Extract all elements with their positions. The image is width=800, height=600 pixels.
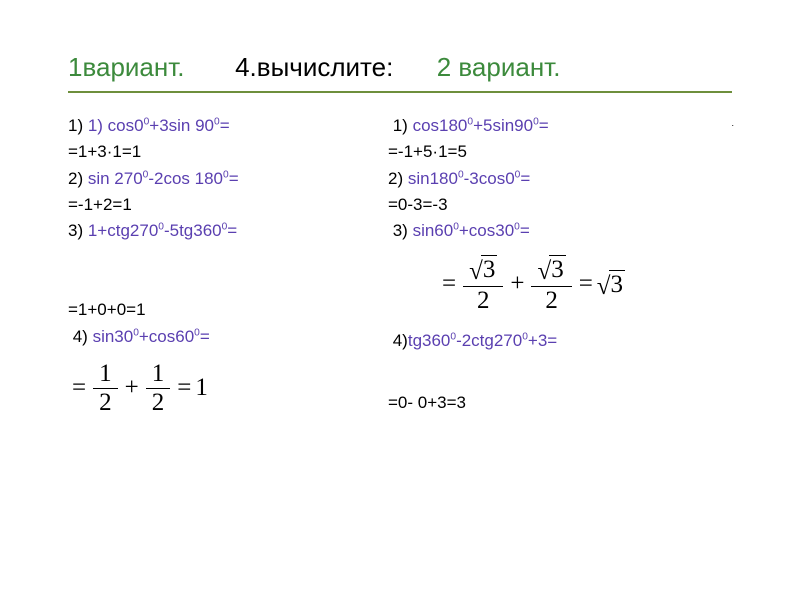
- v1-problem1: 1) 1) cos00+3sin 900=: [68, 113, 388, 139]
- fraction-2: 1 2: [146, 360, 171, 416]
- frac1-den: 2: [93, 389, 118, 417]
- v1-problem2: 2) sin 2700-2cos 1800=: [68, 166, 388, 192]
- frac1-num: 1: [93, 360, 118, 389]
- title-middle: 4.вычислите:: [235, 52, 393, 82]
- sqrt-val-2: 3: [549, 255, 566, 285]
- v1-problem3: 3) 1+ctg2700-5tg3600=: [68, 218, 388, 244]
- frac-r2-num: √3: [531, 255, 571, 287]
- title-row: 1вариант. 4.вычислите: 2 вариант.: [68, 52, 732, 83]
- plus-sign-r: +: [510, 265, 524, 304]
- sqrt-result-val: 3: [609, 270, 626, 300]
- frac2-den: 2: [146, 389, 171, 417]
- eq-sign-r1: =: [442, 265, 456, 304]
- plus-sign: +: [125, 369, 139, 408]
- title-variant1: 1вариант.: [68, 52, 185, 82]
- eq-sign-r2: =: [579, 265, 593, 304]
- slide-content: 1вариант. 4.вычислите: 2 вариант. . 1) 1…: [0, 0, 800, 470]
- frac-r1-den: 2: [471, 287, 496, 315]
- sqrt-result: √3: [597, 270, 625, 300]
- v1-p1-part2: +3sin 90: [149, 116, 214, 135]
- title-underline: [68, 91, 732, 93]
- v2-problem1: 1) cos1800+5sin900=: [388, 113, 732, 139]
- frac-r1-num: √3: [463, 255, 503, 287]
- v2-problem4: 4)tg3600-2ctg2700+3=: [388, 328, 732, 354]
- v2-problem2-result: =0-3=-3: [388, 192, 732, 218]
- v1-problem1-result: =1+3·1=1: [68, 139, 388, 165]
- v1-p1-part1: 1) cos0: [88, 116, 144, 135]
- v2-problem3: 3) sin600+cos300=: [388, 218, 732, 244]
- v1-p1-eq: =: [220, 116, 230, 135]
- fraction-r2: √3 2: [531, 255, 571, 315]
- fraction-r1: √3 2: [463, 255, 503, 315]
- fraction-1: 1 2: [93, 360, 118, 416]
- stray-dot: .: [731, 118, 734, 128]
- v2-problem2: 2) sin1800-3cos00=: [388, 166, 732, 192]
- column-variant2: 1) cos1800+5sin900= =-1+5·1=5 2) sin1800…: [388, 113, 732, 430]
- formula-left-result: 1: [195, 369, 208, 408]
- v1-problem2-result: =-1+2=1: [68, 192, 388, 218]
- title-variant2: 2 вариант.: [437, 52, 561, 82]
- frac-r2-den: 2: [539, 287, 564, 315]
- column-variant1: 1) 1) cos00+3sin 900= =1+3·1=1 2) sin 27…: [68, 113, 388, 430]
- v1-problem4: 4) sin300+cos600=: [68, 324, 388, 350]
- v2-formula: = √3 2 + √3 2 = √3: [438, 255, 732, 315]
- columns: 1) 1) cos00+3sin 900= =1+3·1=1 2) sin 27…: [68, 113, 732, 430]
- v1-formula: = 1 2 + 1 2 = 1: [68, 360, 388, 416]
- v2-problem4-result: =0- 0+3=3: [388, 390, 732, 416]
- sqrt-val-1: 3: [481, 255, 498, 285]
- frac2-num: 1: [146, 360, 171, 389]
- v1-problem3-result: =1+0+0=1: [68, 297, 388, 323]
- eq-sign-2: =: [177, 369, 191, 408]
- eq-sign: =: [72, 369, 86, 408]
- v2-problem1-result: =-1+5·1=5: [388, 139, 732, 165]
